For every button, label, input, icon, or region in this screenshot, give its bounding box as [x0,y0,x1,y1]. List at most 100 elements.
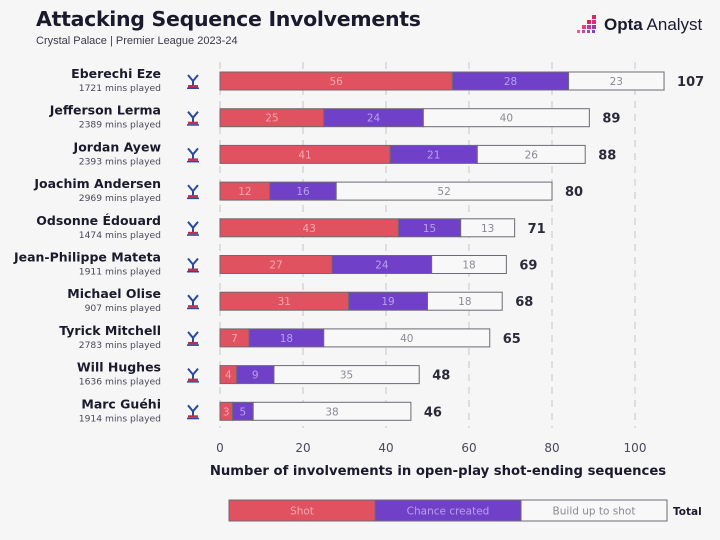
x-tick-label: 80 [544,441,559,455]
bar-value-label: 5 [239,406,246,418]
bar-value-label: 12 [238,186,251,198]
bar-value-label: 25 [265,113,278,125]
player-name: Odsonne Édouard [36,213,161,228]
chart-title: Attacking Sequence Involvements [36,7,421,31]
player-minutes: 1721 mins played [79,83,161,94]
bar-value-label: 15 [423,223,436,235]
player-minutes: 1914 mins played [79,413,161,424]
crest-base [188,121,198,125]
player-name: Jefferson Lerma [49,103,161,118]
bar-value-label: 28 [504,76,517,88]
total-label: 88 [598,148,616,163]
crest-base-line [187,381,199,383]
bar-segment-build-up-to-shot [460,218,516,238]
crest-base [188,268,198,271]
crest-base [188,305,198,308]
opta-analyst-logo: Opta Analyst [576,14,702,36]
bar-segment-build-up-to-shot [323,328,491,348]
x-tick-label: 20 [295,441,310,455]
legend-total-label: Total [673,506,702,518]
legend-label: Shot [290,506,314,518]
player-minutes: 2393 mins played [79,156,161,167]
crest-base [188,85,198,88]
crystal-palace-crest-icon [187,184,199,197]
total-label: 65 [503,332,521,347]
bar-value-label: 18 [280,333,293,345]
brand-light: Analyst [642,15,703,34]
bar-value-label: 40 [400,333,413,345]
bar-value-label: 4 [225,370,232,382]
crystal-palace-crest-icon [187,257,199,270]
bar-value-label: 18 [462,260,475,272]
crest-base-line [187,160,199,163]
player-minutes: 2783 mins played [79,340,161,351]
bar-value-label: 16 [296,186,310,198]
bar-value-label: 38 [325,406,338,418]
legend-label: Chance created [407,506,490,518]
bar-value-label: 19 [381,296,394,308]
bar-value-label: 27 [269,260,282,272]
bar-segment-build-up-to-shot [476,144,586,164]
total-label: 80 [565,185,583,200]
player-minutes: 2969 mins played [79,193,161,204]
bar-value-label: 35 [340,370,353,382]
brand-bold: Opta [604,15,643,34]
legend-swatch [520,499,668,522]
bar-segment-build-up-to-shot [427,291,503,311]
crest-base-line [187,234,199,236]
crest-base [188,341,198,345]
x-tick-label: 40 [378,441,393,455]
total-label: 107 [677,75,704,90]
x-tick-label: 0 [216,441,224,455]
bar-value-label: 3 [223,406,230,418]
crest-base [188,158,198,161]
bar-segment-build-up-to-shot [335,181,553,201]
chart-subtitle: Crystal Palace | Premier League 2023-24 [36,35,238,47]
player-name: Marc Guéhi [81,396,161,411]
player-name: Jean-Philippe Mateta [13,250,161,265]
player-minutes: 2389 mins played [79,120,161,131]
player-name: Jordan Ayew [73,139,162,154]
bar-value-label: 9 [252,370,259,382]
bar-segment-build-up-to-shot [252,401,412,421]
crest-base [188,378,198,382]
crystal-palace-crest-icon [187,111,199,123]
total-label: 46 [424,405,442,420]
crystal-palace-crest-icon [187,331,199,343]
crystal-palace-crest-icon [187,74,199,86]
bar-segment-build-up-to-shot [422,108,590,128]
crystal-palace-crest-icon [187,367,199,380]
crystal-palace-crest-icon [187,147,199,160]
bar-value-label: 26 [525,149,539,161]
crystal-palace-crest-icon [187,294,199,307]
total-label: 48 [432,369,450,384]
x-axis-label: Number of involvements in open-play shot… [210,464,666,479]
player-name: Will Hughes [77,360,161,375]
bar-segment-build-up-to-shot [568,71,665,91]
crest-base-line [187,197,199,200]
bar-segment-build-up-to-shot [273,365,420,385]
crest-base [188,231,198,235]
bar-value-label: 52 [437,186,450,198]
player-name: Michael Olise [67,286,161,301]
bar-value-label: 24 [367,113,381,125]
total-label: 89 [602,112,620,127]
player-minutes: 1474 mins played [79,230,161,241]
player-minutes: 1911 mins played [79,267,161,278]
bar-segment-build-up-to-shot [431,255,507,274]
bar-value-label: 40 [500,113,513,125]
bar-value-label: 56 [330,76,344,88]
crest-base-line [187,271,199,273]
crest-base-line [187,307,199,310]
crest-base-line [187,344,199,346]
bar-value-label: 23 [610,76,623,88]
player-minutes: 907 mins played [85,303,161,314]
total-label: 69 [519,259,537,274]
bar-value-label: 7 [231,333,238,345]
bar-value-label: 13 [481,223,494,235]
bar-value-label: 21 [427,149,440,161]
total-label: 71 [528,222,546,237]
player-name: Joachim Andersen [33,176,161,191]
x-tick-label: 100 [624,441,647,455]
